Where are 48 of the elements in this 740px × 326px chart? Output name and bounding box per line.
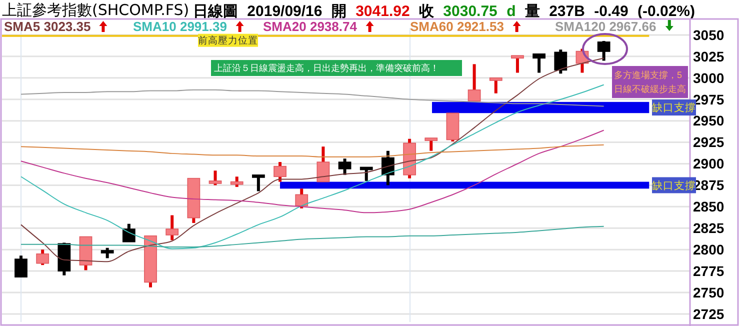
candlestick <box>316 146 330 182</box>
candlestick <box>166 215 179 240</box>
y-tick-label: 3050 <box>693 26 724 43</box>
y-tick-label: 2950 <box>693 112 724 129</box>
line-series <box>20 89 604 107</box>
annotation: 多方進場支撐，5日線不破緩步走高 <box>614 70 686 94</box>
candlestick <box>597 40 610 61</box>
candlestick <box>274 162 286 182</box>
line-series <box>20 226 604 248</box>
ref-line-label: 前高壓力位置 <box>198 34 258 47</box>
y-tick-label: 2825 <box>693 220 724 236</box>
band-label: 缺口支撐 <box>652 178 696 192</box>
y-tick-label: 2750 <box>693 284 724 300</box>
line-series <box>20 84 604 250</box>
text: 日線圖 2019/09/16 開 3041.92 收 3030.75 d 量 237B -0.49 (-0.02%) <box>193 3 696 20</box>
text: SMA5 3023.35 <box>4 19 91 34</box>
y-tick-label: 2725 <box>693 306 724 322</box>
y-tick-label: 3025 <box>693 48 724 64</box>
candlestick <box>532 53 546 73</box>
candlestick <box>489 77 502 94</box>
line-series <box>20 130 604 214</box>
y-tick-label: 3000 <box>693 70 724 86</box>
band-label: 缺口支撐 <box>652 101 696 114</box>
text: SMA20 2938.74 <box>263 19 358 34</box>
text: SMA60 2921.53 <box>410 19 504 34</box>
y-tick-label: 2800 <box>693 241 724 258</box>
candlestick <box>208 170 222 186</box>
candlestick <box>252 174 265 192</box>
candlestick <box>554 50 568 74</box>
annotation: 上証沿５日線震盪走高，日出走勢再出，準備突破前高！ <box>214 63 439 74</box>
y-tick-label: 2850 <box>693 198 724 215</box>
candlestick <box>360 166 373 181</box>
candlestick <box>230 176 244 187</box>
y-tick-label: 2900 <box>693 156 724 172</box>
candlestick <box>338 158 352 175</box>
y-tick-label: 2775 <box>693 262 724 279</box>
candlestick <box>468 64 481 102</box>
candlestick <box>122 224 136 242</box>
text: SMA10 2991.39 <box>133 19 227 34</box>
candlestick <box>424 138 438 151</box>
chart-title: 上証參考指數(SHCOMP.FS) <box>2 1 190 19</box>
candlestick <box>14 256 28 278</box>
y-tick-label: 2925 <box>693 134 724 150</box>
candlestick <box>36 250 50 266</box>
candlestick <box>511 55 524 73</box>
text: SMA120 2967.66 <box>555 19 656 34</box>
candlestick <box>100 248 114 258</box>
candlestick <box>295 188 308 208</box>
